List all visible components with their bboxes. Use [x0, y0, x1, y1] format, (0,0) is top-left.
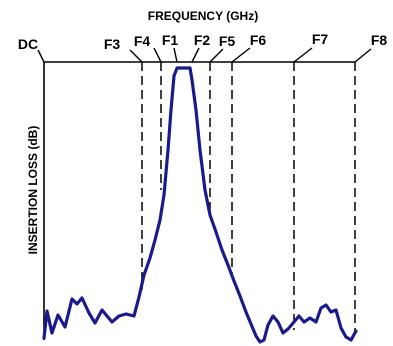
leader-f2 [191, 47, 200, 63]
response-curve [42, 66, 358, 344]
leader-f7 [293, 47, 313, 63]
marker-leaders [37, 47, 372, 63]
y-axis-title: INSERTION LOSS (dB) [26, 126, 40, 255]
marker-label-f4: F4 [134, 33, 151, 49]
x-axis-title: FREQUENCY (GHz) [148, 9, 258, 23]
leader-f4 [153, 47, 162, 63]
leader-f1 [173, 47, 178, 63]
marker-label-f6: F6 [250, 32, 267, 48]
marker-dashed-lines [141, 62, 356, 335]
leader-dc [37, 49, 45, 63]
leader-f8 [354, 48, 372, 63]
marker-label-f2: F2 [194, 32, 211, 48]
marker-label-f1: F1 [162, 32, 179, 48]
leader-f3 [129, 49, 143, 63]
leader-f5 [209, 48, 224, 63]
marker-label-f8: F8 [371, 32, 388, 48]
marker-label-f7: F7 [312, 31, 329, 47]
marker-label-f3: F3 [104, 36, 121, 52]
marker-label-f5: F5 [219, 33, 236, 49]
marker-label-dc: DC [18, 36, 38, 52]
leader-f6 [231, 47, 251, 63]
